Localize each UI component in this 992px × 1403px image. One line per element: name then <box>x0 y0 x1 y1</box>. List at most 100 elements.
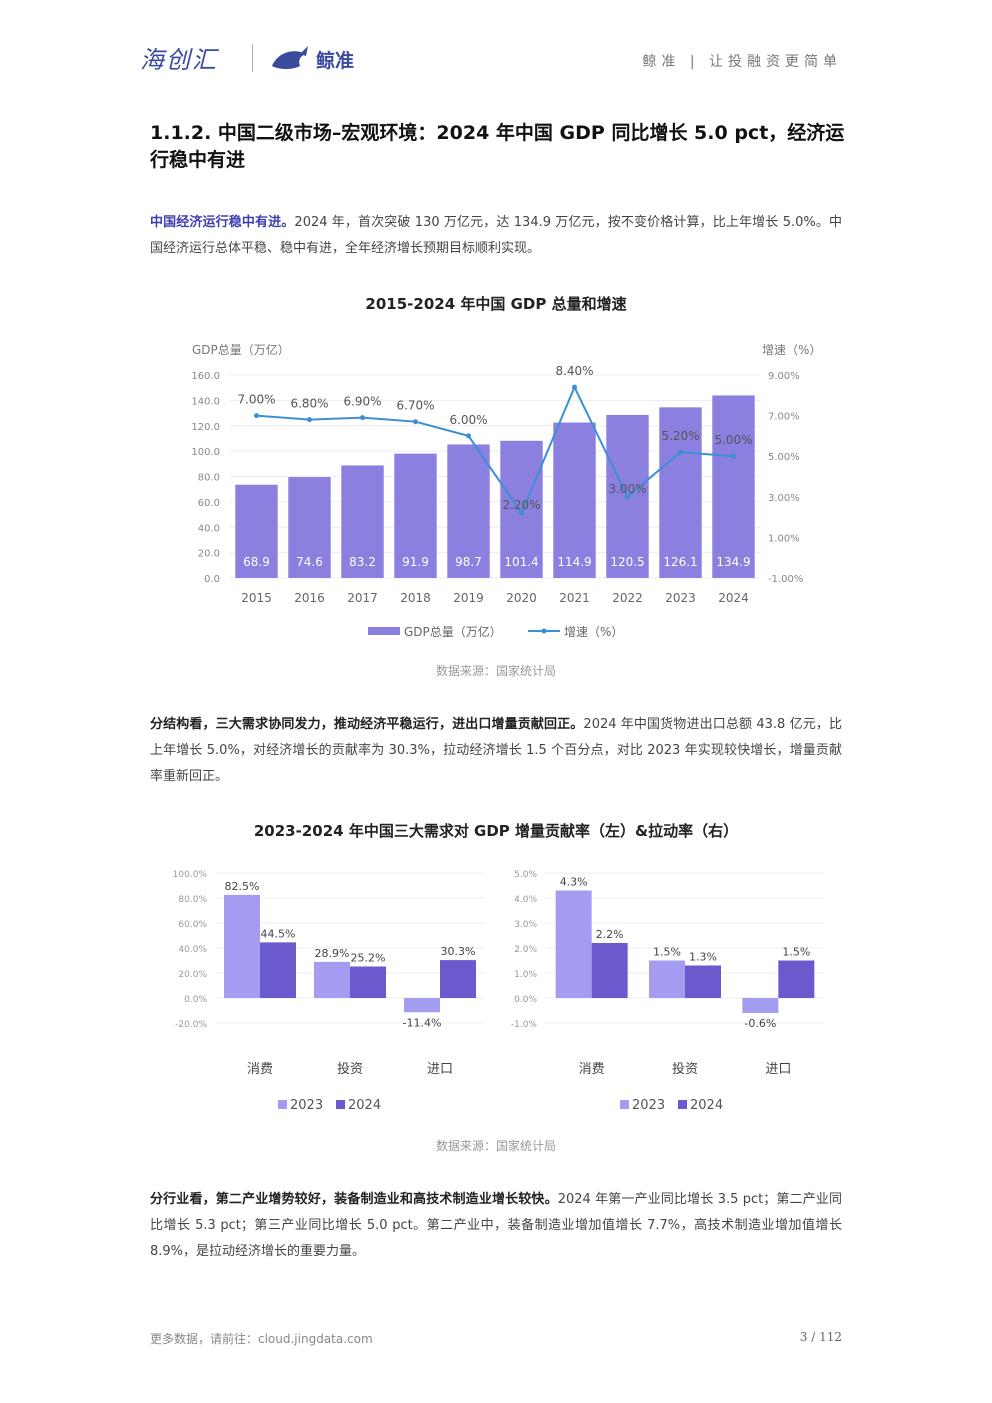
chart1-growth-label: 6.90% <box>343 395 381 409</box>
gdp-chart: GDP总量（万亿） 增速（%） 0.0 20.0 40.0 60.0 80.0 100.0 12… <box>191 342 821 639</box>
chart2-bar-label: 30.3% <box>441 945 476 958</box>
chart1-x-tick: 2021 <box>559 591 590 605</box>
chart1-y2-tick: 7.00% <box>768 412 800 423</box>
chart1-bar-2016 <box>288 477 331 578</box>
chart1-x-tick: 2023 <box>665 591 696 605</box>
chart2-legend-swatch <box>620 1100 629 1109</box>
chart1-bar-label: 114.9 <box>557 555 591 569</box>
chart1-bar-2018 <box>394 453 437 578</box>
chart2-bar-2023 <box>314 961 350 998</box>
chart2-title: 2023-2024 年中国三大需求对 GDP 增量贡献率（左）&拉动率（右） <box>253 822 739 840</box>
chart1-y2-tick: 3.00% <box>768 493 800 504</box>
chart1-legend-bar: GDP总量（万亿） <box>404 624 502 639</box>
chart2-legend-swatch <box>278 1100 287 1109</box>
chart1-y-tick: 0.0 <box>204 574 220 585</box>
chart1-y2-tick: -1.00% <box>768 574 803 585</box>
paragraph-2: 分结构看，三大需求协同发力，推动经济平稳运行，进出口增量贡献回正。2024 年中… <box>150 712 842 790</box>
chart2-y-tick: 0.0% <box>514 995 537 1005</box>
paragraph-2-lead: 分结构看，三大需求协同发力，推动经济平稳运行，进出口增量贡献回正。 <box>150 717 584 732</box>
chart2-bar-label: 1.5% <box>782 946 810 959</box>
chart2-y-tick: 0.0% <box>184 995 207 1005</box>
chart1-bar-2015 <box>235 484 278 578</box>
chart2-legend-label: 2024 <box>348 1098 381 1113</box>
chart1-x-tick: 2024 <box>718 591 749 605</box>
chart1-legend-line-marker <box>541 628 547 634</box>
paragraph-3-lead: 分行业看，第二产业增势较好，装备制造业和高技术制造业增长较快。 <box>150 1192 558 1207</box>
chart1-y-tick: 160.0 <box>191 371 220 382</box>
chart1-growth-point <box>572 384 577 390</box>
chart2-legend-swatch <box>336 1100 345 1109</box>
chart2-bar-2024 <box>260 942 296 998</box>
chart1-growth-line <box>256 384 734 516</box>
chart1-y-tick: 60.0 <box>198 498 220 509</box>
chart1-growth-point <box>731 453 736 459</box>
chart2-source: 数据来源：国家统计局 <box>435 1139 556 1153</box>
chart1-y-tick: 140.0 <box>191 396 220 407</box>
chart2-bar-2024 <box>440 960 476 998</box>
chart2-bar-2024 <box>350 966 386 998</box>
chart1-growth-label: 5.00% <box>714 433 752 447</box>
paragraph-2-text: 2024 年中国货物进出口总额 43.8 亿元，比上年增长 5.0%，对经济增长… <box>150 717 842 784</box>
chart1-growth-label: 2.20% <box>502 498 540 512</box>
paragraph-1: 中国经济运行稳中有进。2024 年，首次突破 130 万亿元，达 134.9 万… <box>150 210 842 262</box>
chart1-x-tick: 2015 <box>241 591 272 605</box>
chart2-x-tick: 消费 <box>247 1062 273 1077</box>
chart2-bar-label: 28.9% <box>315 947 350 960</box>
chart2-y-tick: 100.0% <box>173 870 208 880</box>
paragraph-3: 分行业看，第二产业增势较好，装备制造业和高技术制造业增长较快。2024 年第一产… <box>150 1187 842 1265</box>
section-title: 1.1.2. 中国二级市场–宏观环境：2024 年中国 GDP 同比增长 5.0… <box>150 122 845 171</box>
footer-link[interactable]: 更多数据，请前往：cloud.jingdata.com <box>150 1332 373 1346</box>
chart1-y-tick: 120.0 <box>191 422 220 433</box>
chart1-y2-tick: 9.00% <box>768 371 800 382</box>
chart2-bar-label: 1.5% <box>653 946 681 959</box>
chart1-growth-point <box>678 449 683 455</box>
chart1-bar-label: 98.7 <box>455 555 482 569</box>
chart1-growth-point <box>360 415 365 421</box>
chart1-legend-line: 增速（%） <box>564 625 623 639</box>
chart1-growth-point <box>307 417 312 423</box>
chart2-y-tick: 1.0% <box>514 970 537 980</box>
chart1-bar-label: 134.9 <box>716 555 750 569</box>
chart1-bar-label: 68.9 <box>243 555 270 569</box>
chart2-bar-2023 <box>649 960 685 998</box>
demand-contribution-chart: -20.0% 0.0% 20.0% 40.0% 60.0% 80.0% 100.0% 82.5… <box>173 870 825 1113</box>
chart2-bar-2024 <box>685 965 721 998</box>
chart2-y-tick: 2.0% <box>514 945 537 955</box>
chart1-y2-tick: 5.00% <box>768 452 800 463</box>
chart2-x-tick: 进口 <box>765 1062 791 1077</box>
chart2-bar-label: -0.6% <box>744 1017 776 1030</box>
page-number: 3 / 112 <box>799 1330 842 1344</box>
chart1-x-tick: 2017 <box>347 591 378 605</box>
chart1-x-tick: 2016 <box>294 591 325 605</box>
chart2-x-tick: 进口 <box>427 1062 453 1077</box>
chart1-growth-label: 3.00% <box>608 482 646 496</box>
chart2-y-tick: 20.0% <box>178 970 207 980</box>
chart2-bar-label: 44.5% <box>261 927 296 940</box>
jingzhun-logo: 鲸准 <box>316 50 355 72</box>
chart2-y-tick: 80.0% <box>178 895 207 905</box>
chart1-bar-2024 <box>712 395 755 578</box>
chart1-x-tick: 2022 <box>612 591 643 605</box>
chart1-y-tick: 80.0 <box>198 473 220 484</box>
chart1-y-axis-label: GDP总量（万亿） <box>192 342 290 357</box>
chart1-growth-label: 7.00% <box>237 393 275 407</box>
chart2-x-tick: 投资 <box>672 1061 698 1077</box>
page-header: 海创汇 鲸准 鲸准 | 让投融资更简单 <box>0 0 992 90</box>
chart2-y-tick: -1.0% <box>511 1020 538 1030</box>
chart2-bar-2024 <box>778 960 815 998</box>
chart1-bar-2019 <box>447 444 490 578</box>
whale-icon <box>272 46 308 69</box>
chart1-growth-point <box>466 433 471 439</box>
chart1-x-tick: 2020 <box>506 591 537 605</box>
chart2-bar-2023 <box>742 998 779 1013</box>
chart1-bar-label: 126.1 <box>663 555 697 569</box>
chart2-bar-label: 25.2% <box>351 952 386 965</box>
chart1-y-tick: 20.0 <box>198 549 220 560</box>
chart1-y2-axis-label: 增速（%） <box>762 343 821 357</box>
chart1-growth-label: 8.40% <box>555 364 593 378</box>
chart2-legend-label: 2024 <box>690 1098 723 1113</box>
chart1-growth-label: 6.70% <box>396 399 434 413</box>
paragraph-1-lead: 中国经济运行稳中有进。 <box>150 215 295 230</box>
chart1-bar-2021 <box>553 422 596 578</box>
chart2-x-tick: 消费 <box>579 1062 605 1077</box>
